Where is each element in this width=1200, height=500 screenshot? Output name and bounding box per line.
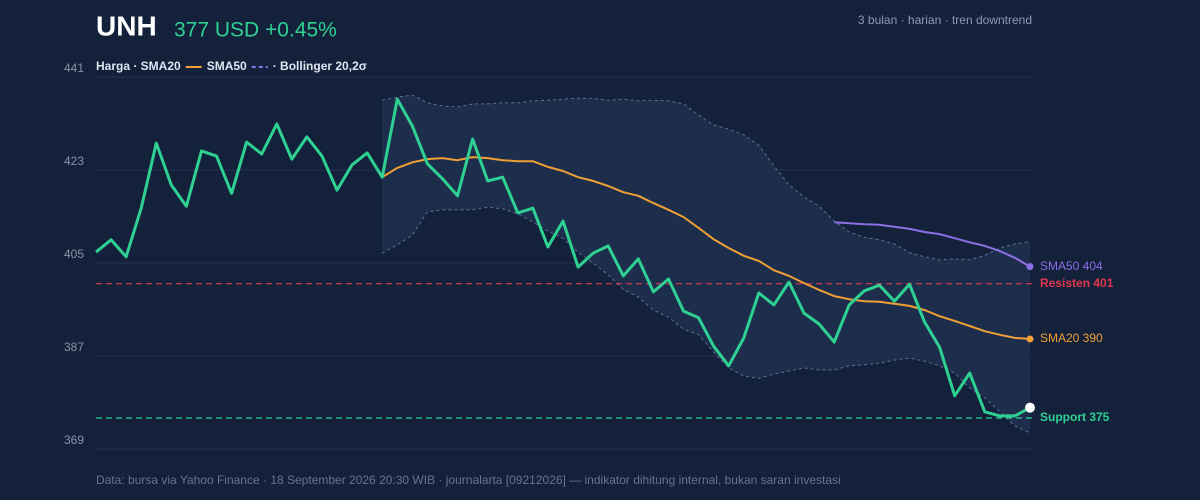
level-label: Support 375 [1040,410,1110,424]
y-tick-label: 423 [64,154,84,168]
band-upper [382,94,1031,261]
series-line [381,156,1031,340]
legend: Harga · SMA20 SMA50 · Bollinger 20,2σ [96,59,367,73]
footer: Data: bursa via Yahoo Finance · 18 Septe… [96,473,841,487]
level-label: Resisten 401 [1040,276,1114,290]
band-lower [381,206,1031,434]
legend-text: Harga · SMA20 [96,59,181,73]
end-label: SMA20 390 [1040,331,1103,345]
y-tick-label: 441 [64,61,84,75]
series-line [95,97,1031,418]
legend-text: SMA50 [207,59,247,73]
end-label: SMA50 404 [1040,259,1103,273]
subtitle: 3 bulan · harian · tren downtrend [858,13,1032,27]
y-tick-label: 369 [64,433,84,447]
headline: 377 USD +0.45% [174,19,337,42]
end-dot [1026,335,1034,343]
legend-text: · Bollinger 20,2σ [273,59,367,73]
y-tick-label: 405 [64,247,84,261]
series-line [834,221,1031,268]
end-dot [1026,263,1034,271]
band-fill [382,95,1030,433]
current-dot [1025,402,1035,413]
y-tick-label: 387 [64,340,84,354]
chart-title: UNH [96,10,157,41]
